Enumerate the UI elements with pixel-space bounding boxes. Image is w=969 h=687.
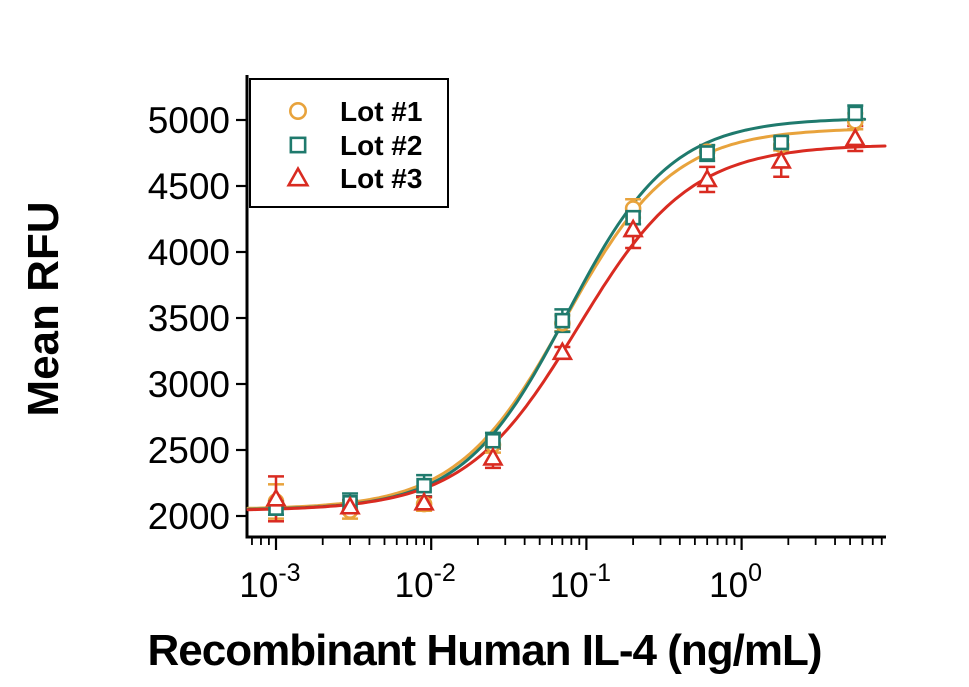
legend-label-lot-3: Lot #3 (340, 163, 422, 194)
data-point-marker-square (485, 432, 501, 449)
y-tick-label: 4000 (148, 232, 230, 273)
data-point-marker-triangle (770, 149, 792, 169)
data-point-marker-triangle (482, 446, 504, 466)
x-tick-label: 10-3 (239, 559, 300, 605)
legend-label-lot-1: Lot #1 (340, 96, 422, 127)
y-tick-label: 2000 (148, 496, 230, 537)
legend-box (249, 78, 449, 208)
x-tick-label: 100 (709, 559, 762, 605)
y-tick-label: 3500 (148, 298, 230, 339)
data-point-marker-square (554, 312, 571, 329)
y-tick-label: 5000 (148, 100, 230, 141)
data-point-marker-triangle (339, 495, 361, 515)
data-point-marker-square (847, 105, 864, 122)
legend-label-lot-2: Lot #2 (340, 130, 422, 161)
data-point-marker-square (773, 134, 790, 151)
x-tick-label: 10-1 (550, 559, 611, 605)
data-point-marker-circle (288, 102, 307, 121)
data-point-marker-triangle (286, 166, 310, 187)
data-point-marker-triangle (844, 127, 866, 147)
data-point-marker-square (699, 145, 715, 161)
y-tick-label: 2500 (148, 430, 230, 471)
x-axis-title: Recombinant Human IL-4 (ng/mL) (147, 626, 823, 675)
data-point-marker-triangle (551, 341, 574, 361)
data-point-marker-triangle (413, 491, 435, 511)
data-point-marker-square (289, 136, 307, 154)
data-point-marker-square (416, 477, 432, 494)
data-point-marker-triangle (622, 218, 644, 238)
y-tick-label: 3000 (148, 364, 230, 405)
data-point-marker-triangle (696, 168, 718, 188)
y-tick-label: 4500 (148, 166, 230, 207)
y-axis-title: Mean RFU (19, 201, 68, 417)
data-point-marker-triangle (265, 487, 287, 507)
x-tick-label: 10-2 (395, 559, 456, 605)
